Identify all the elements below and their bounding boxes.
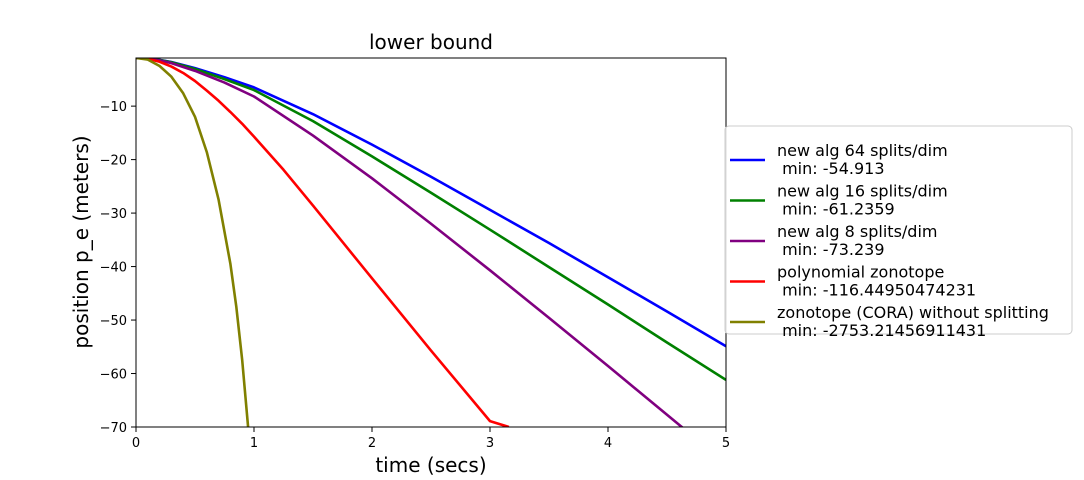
y-tick-label: −50 <box>100 314 127 329</box>
x-tick-label: 3 <box>486 436 494 451</box>
legend-label-3: polynomial zonotope <box>777 263 944 282</box>
x-tick-label: 4 <box>604 436 612 451</box>
legend-label-4: zonotope (CORA) without splitting <box>777 303 1049 322</box>
y-tick-label: −40 <box>100 261 127 276</box>
chart-title: lower bound <box>369 30 493 54</box>
plot-area <box>135 57 727 428</box>
y-tick-label: −20 <box>100 154 127 169</box>
y-tick-label: −70 <box>100 421 127 436</box>
legend-label-1: new alg 16 splits/dim <box>777 182 948 201</box>
x-axis-ticks: 0 1 2 3 4 5 <box>132 427 730 451</box>
y-tick-label: −60 <box>100 368 127 383</box>
legend-min-3: min: -116.44950474231 <box>777 281 976 300</box>
y-tick-label: −30 <box>100 207 127 222</box>
legend: new alg 64 splits/dim min: -54.913 new al… <box>724 125 1073 340</box>
x-axis-label: time (secs) <box>375 453 486 477</box>
legend-min-1: min: -61.2359 <box>777 200 895 219</box>
y-axis-ticks: −10 −20 −30 −40 −50 −60 −70 <box>100 100 136 436</box>
series-line-3 <box>136 58 510 427</box>
series-lines <box>136 58 726 427</box>
plot-frame <box>135 57 727 428</box>
series-line-4 <box>136 58 250 427</box>
x-tick-label: 5 <box>722 436 730 451</box>
series-line-0 <box>136 58 726 348</box>
legend-min-2: min: -73.239 <box>777 240 885 259</box>
legend-box <box>724 125 1073 335</box>
legend-min-4: min: -2753.21456911431 <box>777 321 986 340</box>
x-tick-label: 1 <box>250 436 258 451</box>
y-axis-label: position p_e (meters) <box>69 135 93 348</box>
x-tick-label: 2 <box>368 436 376 451</box>
legend-label-0: new alg 64 splits/dim <box>777 141 948 160</box>
legend-label-2: new alg 8 splits/dim <box>777 222 937 241</box>
x-tick-label: 0 <box>132 436 140 451</box>
legend-min-0: min: -54.913 <box>777 159 885 178</box>
series-line-2 <box>136 58 684 427</box>
y-tick-label: −10 <box>100 100 127 115</box>
